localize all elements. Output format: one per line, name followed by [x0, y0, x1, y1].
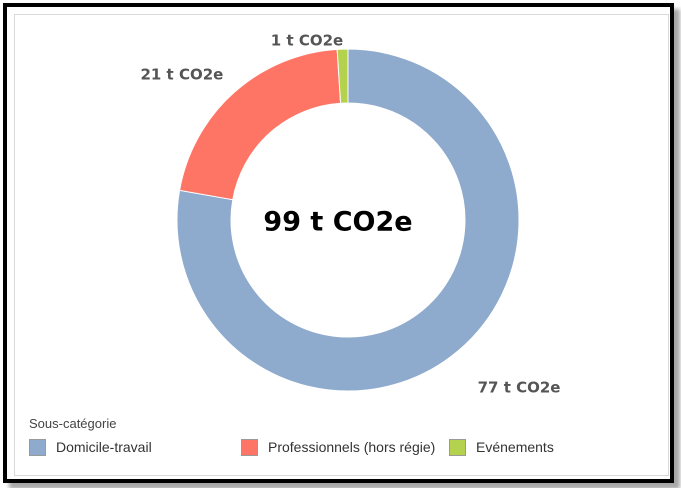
donut-chart: 77 t CO2e 21 t CO2e 1 t CO2e 99 t CO2e: [140, 32, 560, 397]
donut-slice-domicile-travail[interactable]: [176, 48, 520, 392]
legend-label: Domicile-travail: [56, 439, 152, 455]
donut-slice-evenements[interactable]: [336, 48, 349, 104]
chart-frame: 77 t CO2e 21 t CO2e 1 t CO2e 99 t CO2e Sou…: [3, 3, 674, 483]
legend-swatch: [29, 438, 46, 456]
legend-item-professionnels[interactable]: Professionnels (hors régie): [241, 437, 435, 457]
legend-item-domicile-travail[interactable]: Domicile-travail: [29, 437, 152, 457]
legend-swatch: [449, 438, 466, 456]
chart-panel: 77 t CO2e 21 t CO2e 1 t CO2e 99 t CO2e Sou…: [14, 14, 669, 476]
legend-label: Professionnels (hors régie): [268, 439, 436, 455]
legend: Domicile-travail Professionnels (hors ré…: [29, 437, 659, 461]
slice-label-professionnels: 21 t CO2e: [140, 66, 223, 84]
legend-title: Sous-catégorie: [29, 416, 117, 431]
legend-label: Evénements: [476, 439, 554, 455]
slice-label-domicile-travail: 77 t CO2e: [478, 379, 561, 397]
slice-value-labels: 77 t CO2e 21 t CO2e 1 t CO2e: [140, 32, 560, 397]
legend-item-evenements[interactable]: Evénements: [449, 437, 554, 457]
donut-center-label: 99 t CO2e: [263, 207, 412, 238]
slice-label-evenements: 1 t CO2e: [271, 32, 343, 50]
donut-slices: [176, 48, 520, 392]
legend-swatch: [241, 438, 258, 456]
